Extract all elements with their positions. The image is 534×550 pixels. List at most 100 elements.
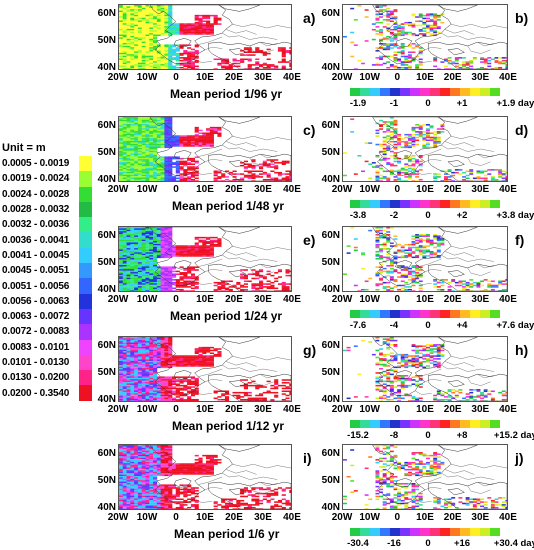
colorbar-tick-label: +4 xyxy=(456,320,468,331)
colorbar-segment xyxy=(380,310,390,318)
amplitude-map xyxy=(118,444,292,510)
colorbar-segment xyxy=(430,88,440,96)
panel-letter: c) xyxy=(303,122,316,138)
amplitude-map xyxy=(118,116,292,182)
x-tick-label: 0 xyxy=(394,294,401,305)
x-axis-labels: 20W 10W 0 10E 20E 30E 40E xyxy=(108,72,301,84)
colorbar-segment xyxy=(440,88,450,96)
amplitude-map xyxy=(118,336,292,402)
colorbar-segment xyxy=(490,528,500,536)
x-tick-label: 0 xyxy=(394,184,401,195)
y-tick-label: 60N xyxy=(97,448,116,459)
y-tick-label: 40N xyxy=(97,62,116,73)
x-tick-label: 0 xyxy=(173,404,179,415)
colorbar-segment xyxy=(490,200,500,208)
x-tick-label: 30E xyxy=(471,512,490,523)
x-tick-label: 10W xyxy=(359,404,380,415)
x-tick-label: 20E xyxy=(443,512,462,523)
colorbar-segment xyxy=(410,420,420,428)
colorbar-segment xyxy=(480,310,490,318)
y-tick-label: 40N xyxy=(97,394,116,405)
phase-map-graphic xyxy=(343,445,507,509)
x-tick-label: 30E xyxy=(471,72,490,83)
panel-letter: g) xyxy=(303,342,317,358)
y-tick-label: 40N xyxy=(321,284,340,295)
colorbar-tick-label: +30.4 days xyxy=(493,538,534,549)
colorbar-segment xyxy=(420,310,430,318)
colorbar-segment xyxy=(460,88,470,96)
colorbar-segment xyxy=(450,310,460,318)
x-tick-label: 20E xyxy=(225,512,243,523)
colorbar-segment xyxy=(380,200,390,208)
x-tick-label: 20W xyxy=(107,294,129,305)
colorbar-segment xyxy=(410,310,420,318)
y-tick-label: 50N xyxy=(97,475,116,486)
colorbar-tick-label: 0 xyxy=(425,98,431,109)
colorbar-segment xyxy=(360,88,370,96)
x-tick-label: 40E xyxy=(283,184,301,195)
x-tick-label: 40E xyxy=(283,404,301,415)
x-tick-label: 40E xyxy=(499,512,517,523)
colorbar-segment xyxy=(460,528,470,536)
colorbar-segment xyxy=(380,88,390,96)
amplitude-map-graphic xyxy=(119,5,291,69)
x-tick-label: 10E xyxy=(196,512,214,523)
colorbar-segment xyxy=(440,528,450,536)
x-tick-label: 10E xyxy=(416,512,434,523)
colorbar-segment xyxy=(390,420,400,428)
x-tick-label: 20E xyxy=(225,294,243,305)
x-tick-label: 20E xyxy=(443,294,462,305)
x-axis-labels: 20W 10W 0 10E 20E 30E 40E xyxy=(108,184,301,196)
x-tick-label: 10W xyxy=(359,72,380,83)
colorbar-segment xyxy=(470,420,480,428)
amplitude-map-graphic xyxy=(119,117,291,181)
x-tick-label: 40E xyxy=(283,72,301,83)
colorbar-segment xyxy=(380,528,390,536)
legend-label: 0.0101 - 0.0130 xyxy=(2,357,70,368)
y-tick-label: 60N xyxy=(321,8,340,19)
colorbar-segment xyxy=(390,200,400,208)
panel-caption: Mean period 1/12 yr xyxy=(172,419,285,433)
x-tick-label: 40E xyxy=(499,184,517,195)
panel-letter: i) xyxy=(303,450,312,466)
x-tick-label: 20W xyxy=(331,72,353,83)
x-axis-labels: 20W 10W 0 10E 20E 30E 40E xyxy=(332,294,517,306)
colorbar-tick-label: -1.9 xyxy=(349,98,367,109)
phase-map xyxy=(342,336,508,402)
x-tick-label: 20E xyxy=(225,72,243,83)
colorbar-segment xyxy=(470,310,480,318)
colorbar-tick-label: 0 xyxy=(425,320,431,331)
legend-label: 0.0130 - 0.0200 xyxy=(2,372,70,384)
y-tick-label: 50N xyxy=(321,367,340,378)
colorbar-labels: -15.2 -8 0 +8 +15.2 days xyxy=(347,430,534,442)
y-tick-label: 50N xyxy=(321,35,340,46)
panel-caption: Mean period 1/6 yr xyxy=(174,527,280,541)
panel-letter: j) xyxy=(515,450,524,466)
colorbar-tick-label: +8 xyxy=(456,430,468,441)
colorbar-tick-label: +7.6 days xyxy=(496,320,534,331)
x-tick-label: 30E xyxy=(254,294,272,305)
colorbar-segment xyxy=(360,310,370,318)
colorbar-segment xyxy=(390,88,400,96)
legend-swatch xyxy=(79,308,92,325)
legend-label: 0.0041 - 0.0045 xyxy=(2,249,70,261)
y-tick-label: 50N xyxy=(321,475,340,486)
colorbar-segment xyxy=(400,420,410,428)
legend-swatch xyxy=(79,278,92,294)
x-tick-label: 10E xyxy=(196,184,214,195)
x-axis-labels: 20W 10W 0 10E 20E 30E 40E xyxy=(332,404,517,416)
panel-letter: h) xyxy=(515,342,529,358)
phase-colorbar xyxy=(350,310,500,318)
y-tick-label: 40N xyxy=(97,284,116,295)
colorbar-labels: -1.9 -1 0 +1 +1.9 days xyxy=(349,98,534,110)
y-tick-label: 60N xyxy=(97,340,116,351)
legend-item: 0.0056 - 0.0063 xyxy=(2,293,94,309)
x-tick-label: 10E xyxy=(196,72,214,83)
colorbar-labels: -30.4 -16 0 +16 +30.4 days xyxy=(347,538,534,550)
legend-label: 0.0036 - 0.0041 xyxy=(2,234,70,246)
x-tick-label: 20E xyxy=(225,404,243,415)
y-tick-label: 60N xyxy=(97,120,116,131)
colorbar-segment xyxy=(400,310,410,318)
legend-label: 0.0019 - 0.0024 xyxy=(2,173,70,185)
colorbar-segment xyxy=(350,310,360,318)
